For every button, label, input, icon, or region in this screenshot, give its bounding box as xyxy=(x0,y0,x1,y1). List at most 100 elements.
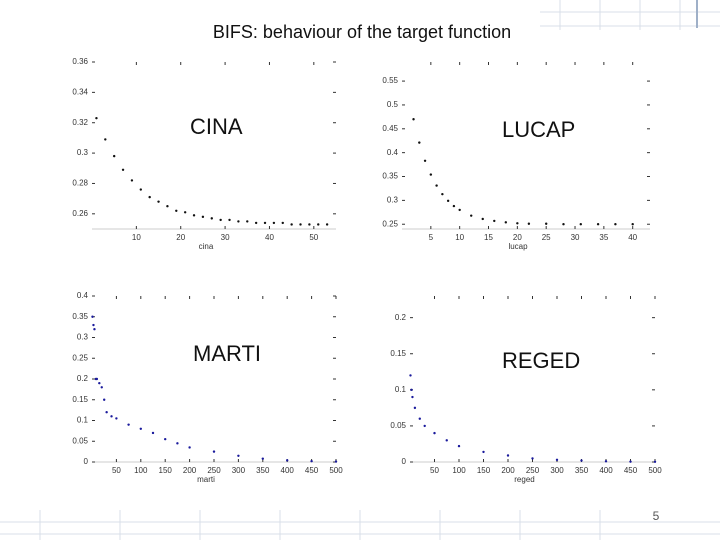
data-point xyxy=(127,423,130,426)
y-tick-label: 0.35 xyxy=(382,172,398,181)
x-tick-label: 20 xyxy=(513,233,522,242)
data-point xyxy=(192,214,196,217)
data-point xyxy=(409,374,412,377)
data-point xyxy=(151,431,155,435)
y-tick-label: 0.3 xyxy=(77,148,89,157)
data-point xyxy=(481,217,484,221)
data-point xyxy=(411,395,414,399)
data-point xyxy=(104,138,107,141)
data-point xyxy=(98,381,101,385)
data-point xyxy=(237,454,240,457)
x-tick-label: 5 xyxy=(429,233,434,242)
x-tick-label: 250 xyxy=(526,466,540,475)
x-tick-label: 150 xyxy=(159,466,173,475)
chart-annotation: REGED xyxy=(502,348,580,373)
data-point xyxy=(210,217,213,220)
data-point xyxy=(423,424,426,428)
data-point xyxy=(290,223,293,226)
data-point xyxy=(423,159,427,162)
y-tick-label: 0.26 xyxy=(72,209,88,218)
data-point xyxy=(175,209,178,212)
data-point xyxy=(531,457,534,460)
data-point xyxy=(482,450,485,454)
x-tick-label: 35 xyxy=(599,233,608,242)
y-tick-label: 0.3 xyxy=(387,195,399,204)
y-tick-label: 0.05 xyxy=(390,421,406,430)
data-point xyxy=(254,221,258,225)
y-tick-label: 0.36 xyxy=(72,57,88,66)
x-tick-label: 30 xyxy=(221,233,230,242)
y-tick-label: 0.2 xyxy=(77,374,89,383)
chart-annotation: MARTI xyxy=(193,341,261,366)
data-point xyxy=(281,221,284,225)
x-tick-label: 40 xyxy=(628,233,637,242)
x-tick-label: 400 xyxy=(281,466,295,475)
x-tick-label: 250 xyxy=(207,466,221,475)
data-point xyxy=(139,188,142,191)
y-tick-label: 0.35 xyxy=(72,312,88,321)
data-point xyxy=(130,179,134,182)
y-tick-label: 0.34 xyxy=(72,87,88,96)
data-point xyxy=(310,459,313,463)
data-point xyxy=(219,218,222,222)
x-tick-label: 100 xyxy=(452,466,466,475)
y-tick-label: 0.55 xyxy=(382,76,398,85)
data-point xyxy=(446,199,450,203)
data-point xyxy=(95,377,99,381)
data-point xyxy=(237,220,240,223)
y-tick-label: 0.5 xyxy=(387,100,399,109)
data-point xyxy=(445,439,448,442)
x-axis-label: cina xyxy=(199,242,214,251)
data-point xyxy=(299,223,302,226)
data-point xyxy=(95,116,98,120)
x-tick-label: 10 xyxy=(455,233,464,242)
data-point xyxy=(596,223,600,226)
data-point xyxy=(164,437,167,441)
x-tick-label: 10 xyxy=(132,233,141,242)
data-point xyxy=(91,315,94,318)
x-axis-label: lucap xyxy=(508,242,528,251)
data-point xyxy=(261,457,264,460)
x-tick-label: 300 xyxy=(232,466,246,475)
data-point xyxy=(452,204,456,208)
y-tick-label: 0 xyxy=(84,457,89,466)
x-tick-label: 25 xyxy=(542,233,551,242)
data-point xyxy=(112,154,116,158)
y-tick-label: 0.15 xyxy=(390,349,406,358)
x-tick-label: 450 xyxy=(305,466,319,475)
data-point xyxy=(433,431,436,435)
data-point xyxy=(286,459,289,462)
y-tick-label: 0.3 xyxy=(77,333,89,342)
y-tick-label: 0.45 xyxy=(382,124,398,133)
y-tick-label: 0 xyxy=(402,457,407,466)
data-point xyxy=(555,458,559,462)
data-point xyxy=(334,460,338,463)
x-tick-label: 200 xyxy=(183,466,197,475)
x-tick-label: 50 xyxy=(309,233,318,242)
data-point xyxy=(121,168,125,171)
x-tick-label: 40 xyxy=(265,233,274,242)
y-tick-label: 0.05 xyxy=(72,436,88,445)
y-tick-label: 0.32 xyxy=(72,118,88,127)
data-point xyxy=(92,323,95,327)
data-point xyxy=(308,223,311,226)
x-axis-label: reged xyxy=(514,475,534,484)
data-point xyxy=(103,398,106,401)
data-point xyxy=(148,195,151,199)
x-tick-label: 150 xyxy=(477,466,491,475)
data-point xyxy=(435,184,438,187)
data-point xyxy=(412,118,415,121)
data-point xyxy=(110,415,113,418)
data-point xyxy=(527,222,531,225)
data-point xyxy=(504,221,508,224)
x-tick-label: 350 xyxy=(575,466,589,475)
data-point xyxy=(105,411,108,414)
data-point xyxy=(418,141,421,144)
y-tick-label: 0.4 xyxy=(77,291,89,300)
data-point xyxy=(93,328,96,331)
data-point xyxy=(166,205,169,208)
data-point xyxy=(272,221,276,225)
